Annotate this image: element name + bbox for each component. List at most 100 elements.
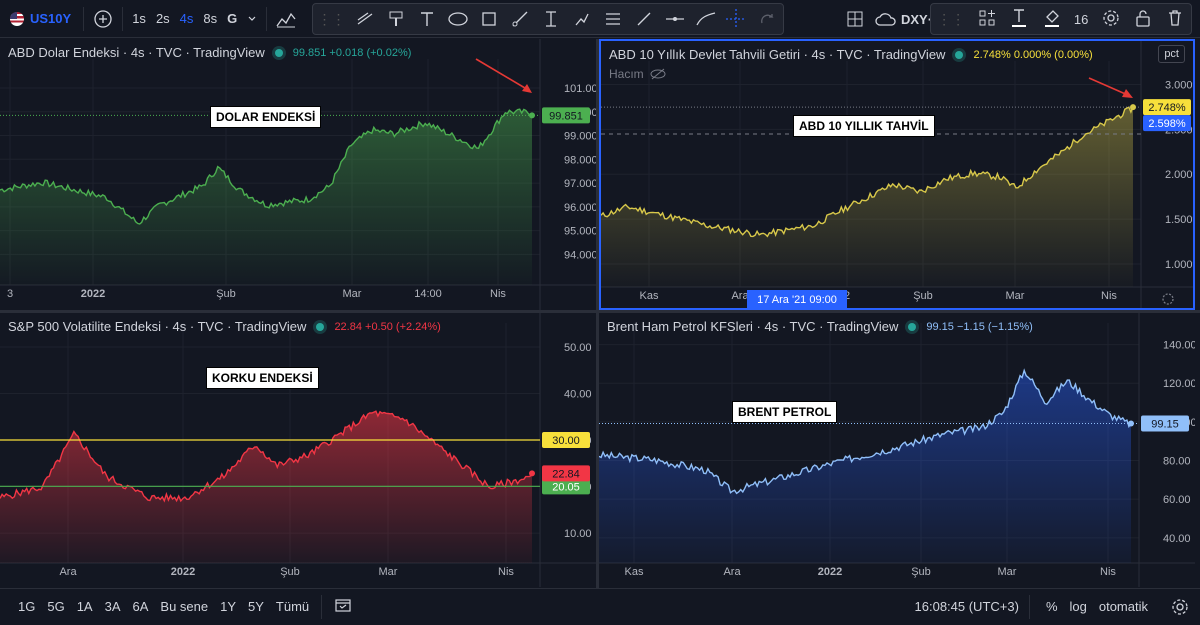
time-tick-label: 3 [7,288,13,300]
range-all[interactable]: Tümü [275,599,310,614]
range-5g[interactable]: 5G [47,599,65,614]
redo-icon[interactable] [756,8,778,30]
price-label-bg [542,432,590,449]
range-1g[interactable]: 1G [18,599,36,614]
time-tick-label: Ara [731,290,749,302]
hline-icon[interactable] [664,8,686,30]
cloud-icon [875,13,896,26]
auto-toggle[interactable]: otomatik [1098,599,1148,614]
price-tick-label: 99.000 [564,131,596,143]
legend-title: ABD 10 Yıllık Devlet Tahvili Getiri · 4s… [609,47,946,62]
chart-annotation[interactable]: DOLAR ENDEKSİ [210,106,322,128]
chart-pane-dxy[interactable]: 101.000100.00099.00098.00097.00096.00095… [0,39,596,310]
price-tick-label: 98.000 [564,154,596,166]
series-line [0,410,533,503]
channel-icon[interactable] [602,8,624,30]
divider [321,594,323,619]
log-toggle[interactable]: log [1069,599,1087,614]
chart-legend: Brent Ham Petrol KFSleri · 4s · TVC · Tr… [607,319,1033,334]
chart-canvas[interactable]: 101.000100.00099.00098.00097.00096.00095… [0,39,596,310]
drag-handle-icon[interactable]: ⋮⋮ [317,10,346,27]
chart-canvas[interactable]: 50.0040.0030.0020.0010.00Ara2022ŞubMarNi… [0,313,596,587]
calendar-icon [335,599,351,612]
interval-dropdown[interactable] [242,0,262,38]
time-tick-label: 14:00 [414,288,442,300]
brush-icon[interactable] [385,8,407,30]
goto-date-button[interactable] [326,597,360,616]
compare-symbol-label: DXY· [901,11,933,27]
range-5y[interactable]: 5Y [248,599,264,614]
legend-value: 99.851 +0.018 (+0.02%) [292,46,412,59]
price-tick-label: 95.000 [564,226,596,238]
chart-pane-brent[interactable]: 140.00120.00100.0080.0060.0040.00KasAra2… [599,313,1195,587]
volume-indicator[interactable]: Hacım [609,67,666,81]
ray-icon[interactable] [509,8,531,30]
bottom-toolbar: 1G 5G 1A 3A 6A Bu sene 1Y 5Y Tümü 16:08:… [0,588,1200,624]
series-line [601,106,1134,238]
crosshair-icon[interactable] [725,8,747,30]
text-anchor-icon[interactable] [540,8,562,30]
range-ytd[interactable]: Bu sene [160,599,209,614]
divider [83,6,85,31]
axis-settings-icon [1162,293,1174,305]
range-6a[interactable]: 6A [132,599,149,614]
time-tick-label: Ara [59,566,77,578]
widgets-icon[interactable] [977,8,997,31]
chart-canvas[interactable]: 3.000%2.500%2.000%1.500%1.000%KasAra2Şub… [601,41,1193,308]
chart-canvas[interactable]: 140.00120.00100.0080.0060.0040.00KasAra2… [599,313,1195,587]
interval-4s[interactable]: 4s [179,11,194,26]
chart-pane-us10y[interactable]: 3.000%2.500%2.000%1.500%1.000%KasAra2Şub… [599,39,1195,310]
legend-value: 22.84 +0.50 (+2.24%) [334,320,441,333]
pane-divider-horizontal[interactable] [0,310,1200,313]
font-size-value[interactable]: 16 [1073,11,1089,27]
chart-type-button[interactable] [271,0,301,38]
layout-button[interactable] [840,0,870,38]
compare-symbol-button[interactable]: DXY· [870,0,937,38]
time-tick-label: Kas [640,290,659,302]
interval-1s[interactable]: 1s [132,11,146,26]
trash-icon[interactable] [1165,8,1185,31]
chart-annotation[interactable]: ABD 10 YILLIK TAHVİL [793,115,935,137]
pane-divider-vertical[interactable] [596,39,599,588]
chart-legend: ABD 10 Yıllık Devlet Tahvili Getiri · 4s… [609,47,1093,62]
price-label-bg [1141,415,1189,432]
clock-timezone[interactable]: 16:08:45 (UTC+3) [914,599,1019,614]
range-3a[interactable]: 3A [104,599,121,614]
interval-8s[interactable]: 8s [203,11,218,26]
price-tick-label: 50.00 [564,342,592,354]
fill-icon[interactable] [1042,7,1062,32]
range-1a[interactable]: 1A [76,599,93,614]
time-tick-label: 2022 [818,566,842,578]
range-1y[interactable]: 1Y [220,599,237,614]
chart-annotation[interactable]: KORKU ENDEKSİ [206,367,319,389]
chart-pane-vix[interactable]: 50.0040.0030.0020.0010.00Ara2022ŞubMarNi… [0,313,596,587]
settings-button[interactable] [1170,597,1190,620]
path-icon[interactable] [571,8,593,30]
lock-icon[interactable] [1133,8,1153,31]
settings-icon[interactable] [1101,8,1121,31]
curve-icon[interactable] [695,8,717,30]
chart-annotation[interactable]: BRENT PETROL [732,401,838,423]
top-toolbar: US10Y 1s 2s 4s 8s G ⋮⋮ [0,0,1200,38]
eye-hidden-icon[interactable] [650,68,666,80]
interval-g[interactable]: G [227,11,238,26]
text-icon[interactable] [416,8,438,30]
rectangle-icon[interactable] [478,8,500,30]
compare-plus-button[interactable] [88,0,118,38]
drag-handle-icon[interactable]: ⋮⋮ [937,10,966,27]
volume-label: Hacım [609,67,644,81]
time-tick-label: Ara [723,566,741,578]
symbol-search-button[interactable]: US10Y [0,11,79,26]
scale-mode-button[interactable]: pct [1158,45,1185,63]
price-label: 22.84 [552,468,580,480]
interval-2s[interactable]: 2s [155,11,170,26]
line-icon[interactable] [633,8,655,30]
price-tick-label: 40.00 [564,388,592,400]
ellipse-icon[interactable] [447,8,469,30]
price-label-bg [1143,99,1191,116]
text-color-icon[interactable] [1009,7,1029,32]
percent-toggle[interactable]: % [1045,599,1058,614]
time-tick-label: Nis [498,566,514,578]
trend-line-icon[interactable] [354,8,376,30]
divider [1028,594,1030,619]
